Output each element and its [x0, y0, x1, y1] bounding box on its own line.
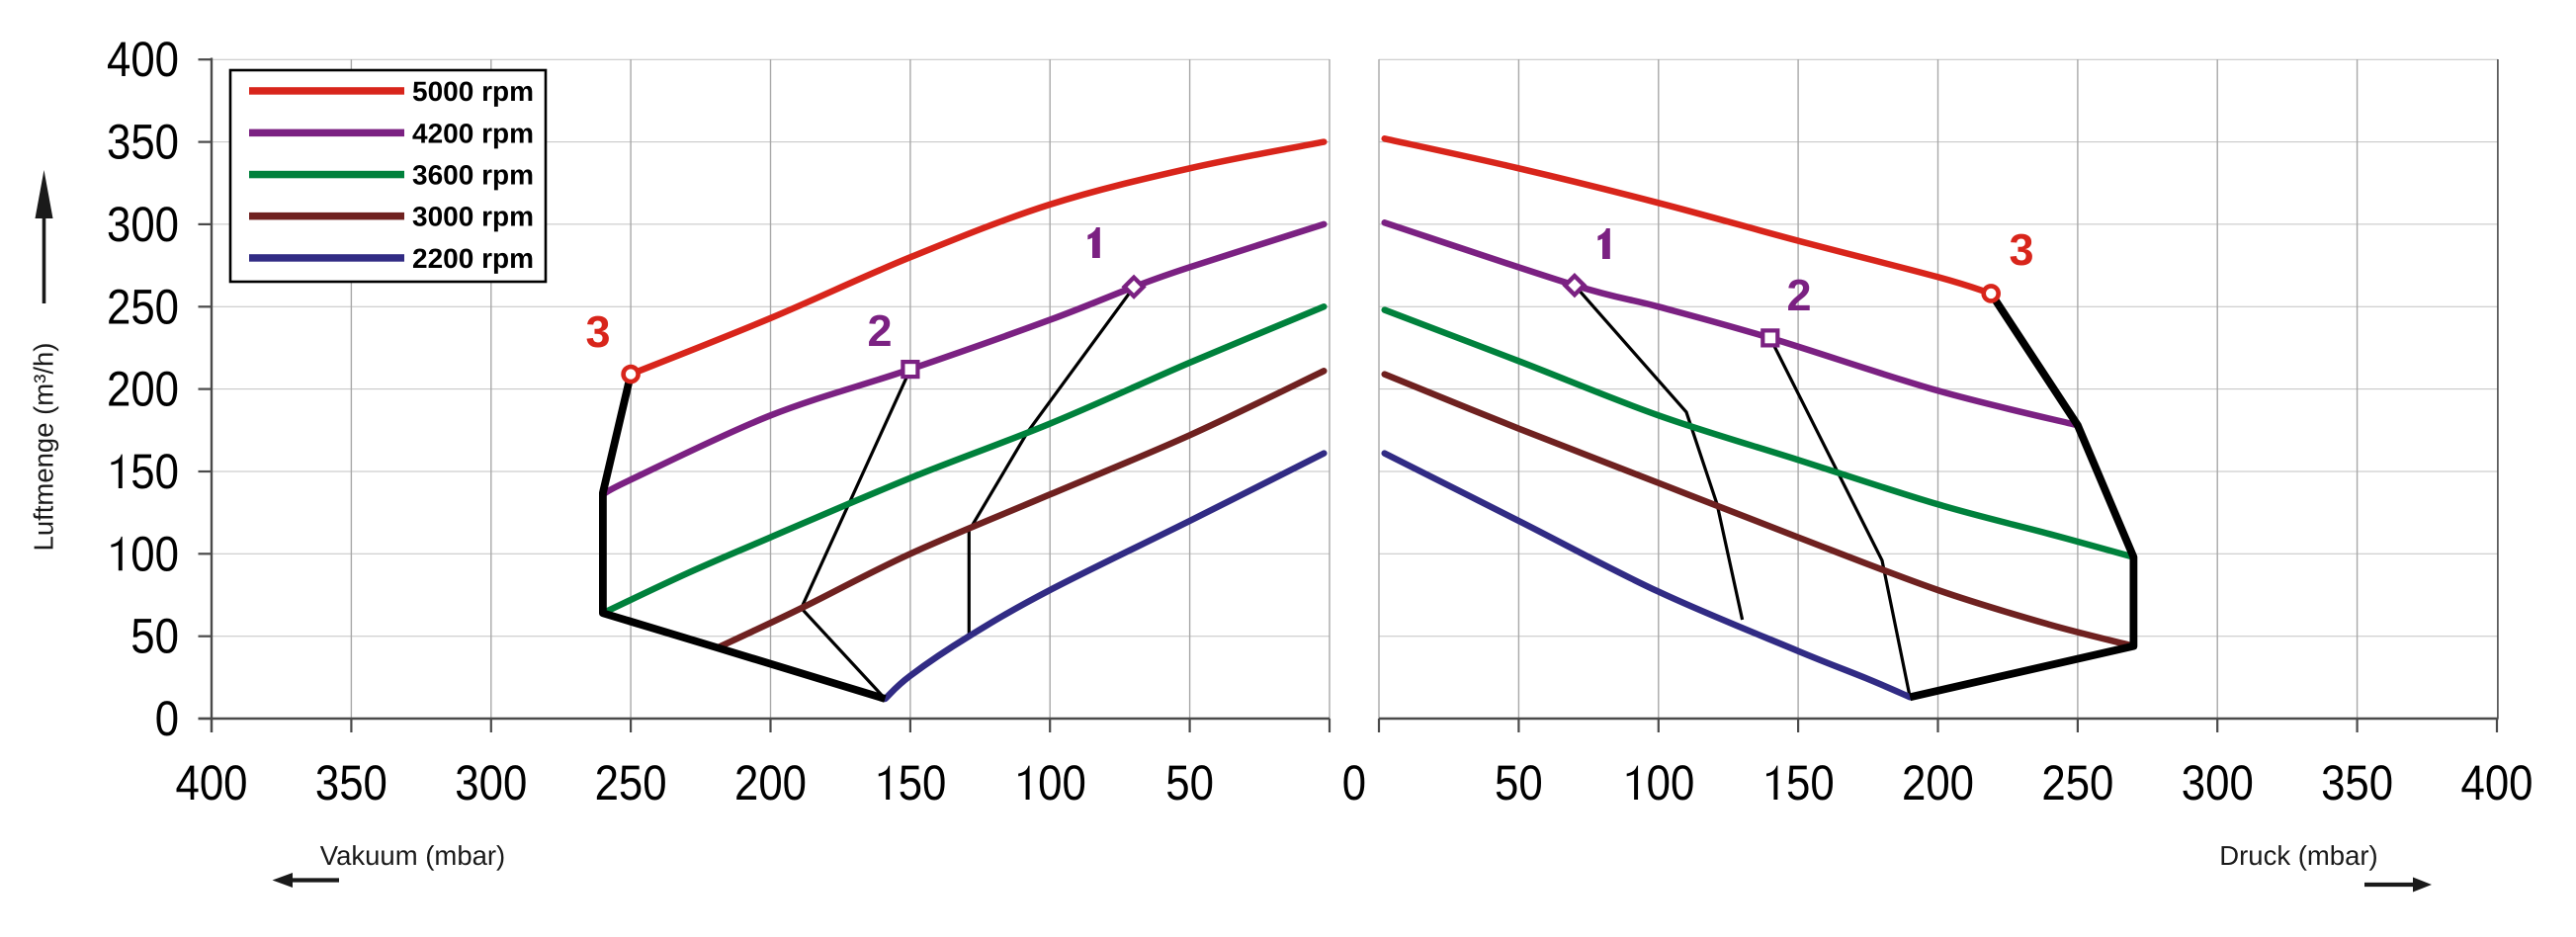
- svg-text:0: 0: [155, 691, 179, 746]
- svg-text:3000 rpm: 3000 rpm: [412, 202, 534, 232]
- svg-text:00: 00: [1647, 755, 1695, 810]
- svg-text:2: 2: [1786, 270, 1811, 320]
- svg-text:200: 200: [1902, 755, 1974, 810]
- svg-text:400: 400: [107, 32, 179, 87]
- svg-text:250: 250: [595, 755, 667, 810]
- svg-text:50: 50: [1495, 755, 1543, 810]
- svg-text:4200 rpm: 4200 rpm: [412, 118, 534, 148]
- svg-text:3600 rpm: 3600 rpm: [412, 160, 534, 191]
- svg-text:3: 3: [585, 306, 610, 357]
- svg-text:50: 50: [130, 609, 179, 664]
- svg-text:Luftmenge (m³/h): Luftmenge (m³/h): [28, 343, 58, 552]
- svg-text:400: 400: [2461, 755, 2533, 810]
- svg-text:400: 400: [176, 755, 248, 810]
- svg-text:250: 250: [107, 279, 179, 334]
- svg-text:300: 300: [2182, 755, 2254, 810]
- svg-text:3: 3: [2009, 224, 2033, 275]
- svg-text:Vakuum (mbar): Vakuum (mbar): [320, 840, 505, 871]
- svg-text:350: 350: [2321, 755, 2393, 810]
- svg-text:5000 rpm: 5000 rpm: [412, 76, 534, 107]
- svg-text:2200 rpm: 2200 rpm: [412, 243, 534, 274]
- svg-text:50: 50: [899, 755, 947, 810]
- svg-text:350: 350: [107, 115, 179, 170]
- svg-text:200: 200: [734, 755, 807, 810]
- svg-text:300: 300: [107, 197, 179, 252]
- svg-text:50: 50: [130, 444, 179, 499]
- svg-text:50: 50: [1165, 755, 1214, 810]
- svg-text:00: 00: [130, 526, 179, 581]
- svg-text:0: 0: [1342, 755, 1366, 810]
- svg-text:50: 50: [1786, 755, 1835, 810]
- svg-text:2: 2: [867, 305, 892, 356]
- svg-text:300: 300: [455, 755, 527, 810]
- svg-text:Druck (mbar): Druck (mbar): [2219, 840, 2377, 871]
- svg-text:00: 00: [1038, 755, 1086, 810]
- svg-text:250: 250: [2041, 755, 2113, 810]
- svg-text:200: 200: [107, 362, 179, 417]
- svg-text:350: 350: [315, 755, 387, 810]
